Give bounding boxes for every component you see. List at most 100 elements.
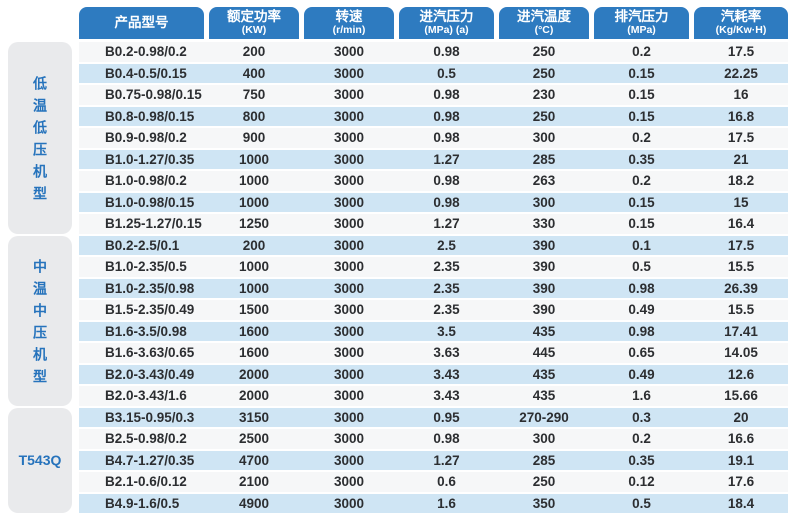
value-cell: 4700 — [238, 452, 270, 468]
model-cell: B0.8-0.98/0.15 — [105, 108, 195, 124]
column-unit: (MPa) — [627, 24, 656, 37]
value-cell: 3000 — [333, 323, 365, 339]
value-cell: 263 — [532, 173, 556, 189]
value-cell: 400 — [242, 65, 266, 81]
value-cell: 285 — [532, 452, 556, 468]
value-cell: 0.35 — [628, 151, 655, 167]
value-cell: 445 — [532, 345, 556, 361]
value-cell: 390 — [532, 237, 556, 253]
value-cell: 3000 — [333, 87, 365, 103]
model-cell: B2.5-0.98/0.2 — [105, 431, 187, 447]
model-cell: B1.5-2.35/0.49 — [105, 302, 195, 318]
value-cell: 17.5 — [727, 130, 755, 146]
value-cell: 0.12 — [628, 474, 655, 490]
value-cell: 3000 — [333, 345, 365, 361]
category-block: 低温低压机型 — [8, 42, 72, 234]
value-cell: 0.65 — [628, 345, 655, 361]
sidebar: 低温低压机型 中温中压机型 T543Q — [8, 7, 72, 513]
value-cell: 0.98 — [628, 323, 655, 339]
value-cell: 0.15 — [628, 108, 655, 124]
value-cell: 3.5 — [437, 323, 456, 339]
model-cell: B2.0-3.43/1.6 — [105, 388, 187, 404]
value-cell: 3.63 — [433, 345, 460, 361]
value-cell: 12.6 — [727, 366, 755, 382]
table-row: B1.6-3.5/0.98 1600 3000 3.5 435 0.98 17.41 — [79, 321, 788, 341]
table-row: B1.6-3.63/0.65 1600 3000 3.63 445 0.65 14.05 — [79, 343, 788, 363]
table-header: 产品型号 额定功率 (KW) 转速 (r/min) 进汽压力 (MPa) (a) 进汽温度 (°… — [79, 7, 788, 39]
value-cell: 2000 — [238, 366, 270, 382]
column-title: 转速 — [335, 8, 363, 24]
value-cell: 3000 — [333, 130, 365, 146]
value-cell: 1600 — [238, 345, 270, 361]
value-cell: 21 — [733, 151, 749, 167]
column-header: 进汽温度 (°C) — [499, 7, 589, 39]
value-cell: 2500 — [238, 431, 270, 447]
value-cell: 3000 — [333, 302, 365, 318]
value-cell: 3000 — [333, 173, 365, 189]
value-cell: 0.6 — [437, 474, 456, 490]
value-cell: 435 — [532, 366, 556, 382]
value-cell: 800 — [242, 108, 266, 124]
model-cell: B0.2-2.5/0.1 — [105, 237, 180, 253]
value-cell: 3000 — [333, 452, 365, 468]
model-cell: B4.7-1.27/0.35 — [105, 452, 195, 468]
value-cell: 3150 — [238, 409, 270, 425]
table-row: B1.0-1.27/0.35 1000 3000 1.27 285 0.35 21 — [79, 149, 788, 169]
table-row: B2.1-0.6/0.12 2100 3000 0.6 250 0.12 17.6 — [79, 472, 788, 492]
model-cell: B1.0-2.35/0.98 — [105, 280, 195, 296]
value-cell: 26.39 — [724, 280, 758, 296]
column-header: 汽耗率 (Kg/Kw·H) — [694, 7, 788, 39]
value-cell: 22.25 — [724, 65, 758, 81]
value-cell: 3000 — [333, 474, 365, 490]
model-cell: B1.6-3.63/0.65 — [105, 345, 195, 361]
value-cell: 1.27 — [433, 151, 460, 167]
column-title: 额定功率 — [227, 8, 281, 24]
value-cell: 16.4 — [727, 216, 755, 232]
value-cell: 200 — [242, 44, 266, 60]
spec-table: 产品型号 额定功率 (KW) 转速 (r/min) 进汽压力 (MPa) (a) 进汽温度 (°… — [79, 7, 788, 513]
value-cell: 3000 — [333, 366, 365, 382]
category-block: T543Q — [8, 407, 72, 513]
value-cell: 1.6 — [632, 388, 651, 404]
model-cell: B1.0-1.27/0.35 — [105, 151, 195, 167]
value-cell: 3000 — [333, 151, 365, 167]
value-cell: 0.2 — [632, 130, 651, 146]
model-cell: B0.4-0.5/0.15 — [105, 65, 187, 81]
category-label: T543Q — [18, 452, 62, 469]
value-cell: 0.15 — [628, 194, 655, 210]
column-title: 进汽温度 — [517, 8, 571, 24]
value-cell: 17.5 — [727, 237, 755, 253]
value-cell: 3000 — [333, 388, 365, 404]
table-row: B1.0-2.35/0.5 1000 3000 2.35 390 0.5 15.5 — [79, 257, 788, 277]
value-cell: 0.98 — [433, 44, 460, 60]
value-cell: 20 — [733, 409, 749, 425]
value-cell: 0.49 — [628, 366, 655, 382]
table-row: B3.15-0.95/0.3 3150 3000 0.95 270-290 0.3 20 — [79, 407, 788, 427]
value-cell: 18.4 — [727, 495, 755, 511]
value-cell: 0.5 — [437, 65, 456, 81]
value-cell: 250 — [532, 474, 556, 490]
model-cell: B1.0-0.98/0.2 — [105, 173, 187, 189]
model-cell: B1.6-3.5/0.98 — [105, 323, 187, 339]
column-unit: (MPa) (a) — [424, 24, 469, 37]
value-cell: 3000 — [333, 259, 365, 275]
value-cell: 1.27 — [433, 452, 460, 468]
value-cell: 14.05 — [724, 345, 758, 361]
column-title: 排汽压力 — [614, 8, 669, 24]
value-cell: 1000 — [238, 151, 270, 167]
value-cell: 17.41 — [724, 323, 758, 339]
table-row: B0.4-0.5/0.15 400 3000 0.5 250 0.15 22.25 — [79, 63, 788, 83]
value-cell: 0.5 — [632, 495, 651, 511]
value-cell: 3000 — [333, 44, 365, 60]
value-cell: 1000 — [238, 173, 270, 189]
value-cell: 0.3 — [632, 409, 651, 425]
value-cell: 0.2 — [632, 44, 651, 60]
value-cell: 3000 — [333, 237, 365, 253]
table-row: B2.0-3.43/1.6 2000 3000 3.43 435 1.6 15.66 — [79, 386, 788, 406]
value-cell: 350 — [532, 495, 556, 511]
value-cell: 330 — [532, 216, 556, 232]
column-unit: (KW) — [241, 24, 267, 37]
value-cell: 230 — [532, 87, 556, 103]
column-header: 转速 (r/min) — [304, 7, 394, 39]
table-row: B0.2-0.98/0.2 200 3000 0.98 250 0.2 17.5 — [79, 42, 788, 62]
